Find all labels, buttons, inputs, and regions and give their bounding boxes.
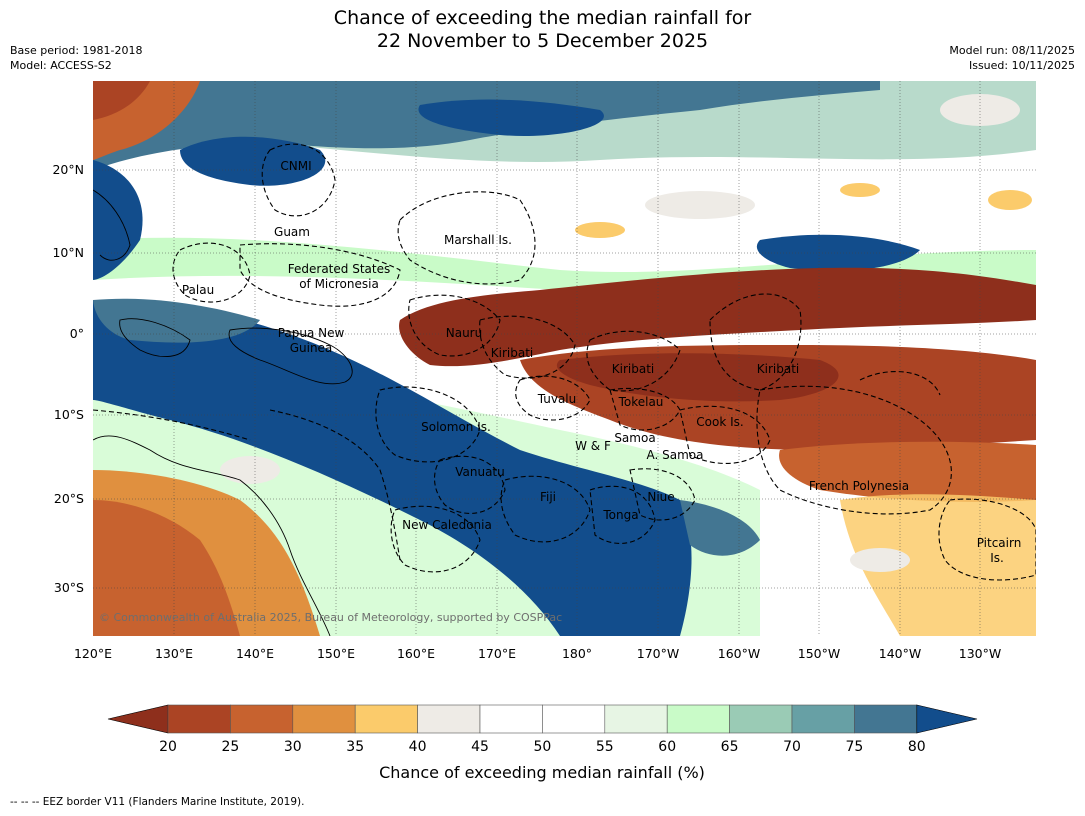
colorbar-ticks: 20 25 30 35 40 45 50 55 60 65 70 75 80 (159, 739, 926, 755)
lon-tick-label: 160°W (718, 646, 760, 661)
colorbar-segment (604, 704, 668, 734)
region-label: Is. (990, 551, 1004, 565)
colorbar-segment (854, 704, 918, 734)
region-label: Marshall Is. (444, 233, 512, 247)
meta-left: Base period: 1981-2018 Model: ACCESS-S2 (10, 43, 142, 73)
title-line-1: Chance of exceeding the median rainfall … (333, 7, 752, 29)
region-label: of Micronesia (299, 277, 379, 291)
lat-tick-label: 20°N (52, 162, 84, 177)
meta-right: Model run: 08/11/2025 Issued: 10/11/2025 (949, 43, 1075, 73)
model-run: Model run: 08/11/2025 (949, 44, 1075, 57)
lon-tick-label: 160°E (397, 646, 435, 661)
region-label: Tonga (602, 508, 638, 522)
lon-tick-label: 170°E (478, 646, 516, 661)
colorbar-segment (791, 704, 855, 734)
region-label: Niue (647, 490, 674, 504)
graticule (93, 81, 1036, 636)
region-label: Guinea (290, 341, 333, 355)
copyright-notice: © Commonwealth of Australia 2025, Bureau… (99, 611, 562, 624)
colorbar-segment (666, 704, 730, 734)
colorbar-tick-label: 35 (346, 739, 364, 755)
lon-tick-label: 120°E (74, 646, 112, 661)
region-label: Papua New (278, 326, 345, 340)
lon-tick-label: 150°E (317, 646, 355, 661)
rainfall-map (93, 81, 1036, 636)
issued-date: Issued: 10/11/2025 (968, 59, 1075, 72)
region-label: Tokelau (618, 395, 664, 409)
colorbar-segment (542, 704, 606, 734)
colorbar-tick-label: 80 (908, 739, 926, 755)
colorbar-extend-high (916, 704, 978, 734)
region-label: Cook Is. (696, 415, 743, 429)
region-label: Vanuatu (455, 465, 505, 479)
lat-axis: 20°N 10°N 0° 10°S 20°S 30°S (52, 162, 84, 595)
colorbar-segment (354, 704, 418, 734)
region-label: CNMI (280, 159, 311, 173)
colorbar-tick-label: 20 (159, 739, 177, 755)
region-label: Nauru (446, 326, 482, 340)
lat-tick-label: 30°S (54, 580, 84, 595)
region-label: Fiji (540, 490, 556, 504)
region-label: New Caledonia (402, 518, 492, 532)
colorbar (107, 704, 978, 734)
region-label: A. Samoa (647, 448, 704, 462)
region-label: Guam (274, 225, 310, 239)
lon-axis: 120°E 130°E 140°E 150°E 160°E 170°E 180°… (74, 646, 1001, 661)
model-name: Model: ACCESS-S2 (10, 59, 112, 72)
lon-tick-label: 130°W (959, 646, 1001, 661)
colorbar-label: Chance of exceeding median rainfall (%) (379, 763, 705, 782)
colorbar-tick-label: 30 (284, 739, 302, 755)
colorbar-tick-label: 40 (409, 739, 427, 755)
eez-borders (93, 143, 1036, 581)
lat-tick-label: 20°S (54, 491, 84, 506)
map-title: Chance of exceeding the median rainfall … (0, 7, 1085, 53)
region-label: Federated States (288, 262, 390, 276)
lat-tick-label: 10°S (54, 407, 84, 422)
colorbar-tick-label: 55 (596, 739, 614, 755)
region-label: Samoa (614, 431, 655, 445)
lon-tick-label: 130°E (155, 646, 193, 661)
lon-tick-label: 170°W (637, 646, 679, 661)
region-label: Solomon Is. (421, 420, 491, 434)
region-label: Kiribati (491, 346, 533, 360)
colorbar-extend-low (107, 704, 169, 734)
colorbar-tick-label: 70 (783, 739, 801, 755)
colorbar-tick-label: 75 (845, 739, 863, 755)
colorbar-tick-label: 50 (533, 739, 551, 755)
colorbar-tick-label: 60 (658, 739, 676, 755)
colorbar-segment (292, 704, 356, 734)
region-labels: CNMI Guam Marshall Is. Federated States … (182, 159, 1021, 565)
colorbar-segment (729, 704, 793, 734)
lat-tick-label: 10°N (52, 245, 84, 260)
lon-tick-label: 140°E (236, 646, 274, 661)
lon-tick-label: 140°W (879, 646, 921, 661)
region-label: Palau (182, 283, 214, 297)
base-period: Base period: 1981-2018 (10, 44, 143, 57)
title-line-2: 22 November to 5 December 2025 (376, 30, 709, 52)
footnote: -- -- -- EEZ border V11 (Flanders Marine… (10, 796, 305, 808)
lon-tick-label: 180° (562, 646, 592, 661)
colorbar-segment (230, 704, 294, 734)
region-label: Kiribati (757, 362, 799, 376)
colorbar-segment (479, 704, 543, 734)
lon-tick-label: 150°W (798, 646, 840, 661)
colorbar-tick-label: 65 (721, 739, 739, 755)
colorbar-segment (167, 704, 231, 734)
region-label: Kiribati (612, 362, 654, 376)
region-label: W & F (575, 439, 611, 453)
region-label: French Polynesia (809, 479, 909, 493)
region-label: Pitcairn (977, 536, 1022, 550)
region-label: Tuvalu (537, 392, 577, 406)
colorbar-segment (417, 704, 481, 734)
colorbar-tick-label: 25 (221, 739, 239, 755)
lat-tick-label: 0° (70, 326, 84, 341)
colorbar-tick-label: 45 (471, 739, 489, 755)
